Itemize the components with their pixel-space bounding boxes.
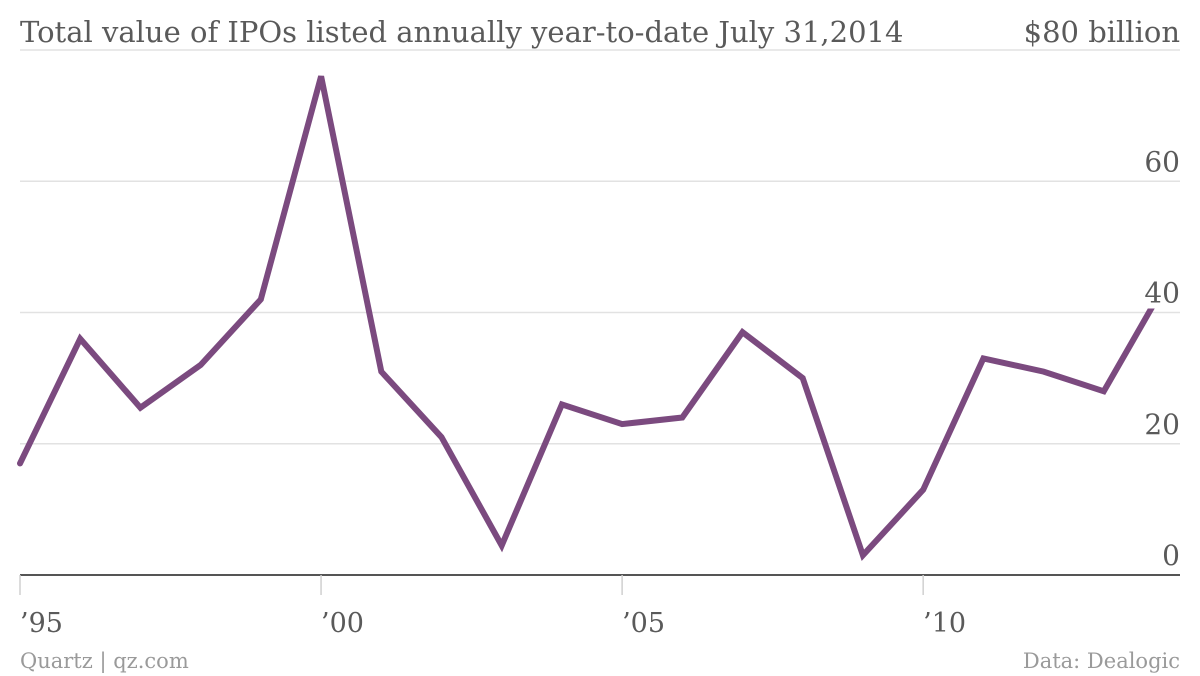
series-layer xyxy=(17,75,1167,562)
y-tick-label: 0 xyxy=(1162,539,1180,572)
y-unit-label: $80 billion xyxy=(1024,15,1180,49)
footer-source-right: Data: Dealogic xyxy=(1023,649,1180,673)
y-tick-label-bg xyxy=(1140,145,1180,178)
x-tick-label: ’10 xyxy=(923,608,966,639)
y-tick-label: 20 xyxy=(1144,408,1180,441)
y-tick-label-bg xyxy=(1140,539,1180,571)
y-tick-label: 40 xyxy=(1144,277,1180,310)
y-tick-label-bg xyxy=(1140,276,1180,309)
y-tick-label-bg xyxy=(1140,407,1180,440)
footer-source-left: Quartz | qz.com xyxy=(20,649,189,674)
y-axis-labels: 0 20 40 60 xyxy=(1140,145,1180,572)
gridlines xyxy=(20,49,1180,445)
x-tick-label: ’05 xyxy=(622,608,665,639)
x-tick-label: ’95 xyxy=(20,608,63,639)
series-line-0 xyxy=(17,75,1167,562)
y-tick-label: 60 xyxy=(1144,145,1180,178)
x-axis-ticks: ’95 ’00 ’05 ’10 xyxy=(19,575,966,639)
x-tick-label: ’00 xyxy=(321,608,364,639)
chart-title: Total value of IPOs listed annually year… xyxy=(20,15,903,49)
